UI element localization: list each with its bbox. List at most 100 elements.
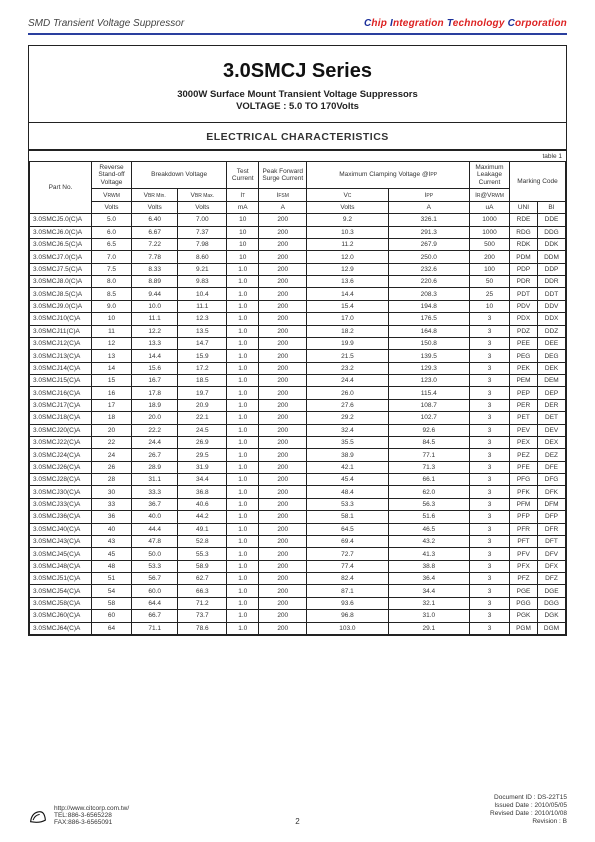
table-cell: 82.4: [307, 573, 388, 585]
table-cell: 200: [259, 523, 307, 535]
table-cell: 3: [470, 424, 510, 436]
table-cell: 11.1: [178, 300, 227, 312]
sym-ifsm: IFSM: [259, 189, 307, 201]
col-part: Part No.: [30, 161, 92, 214]
col-bdv: Breakdown Voltage: [132, 161, 227, 189]
table-cell: 3.0SMCJ12(C)A: [30, 337, 92, 349]
unit-v3: Volts: [178, 201, 227, 213]
table-cell: 326.1: [388, 214, 469, 226]
table-cell: 1.0: [227, 523, 259, 535]
table-cell: 13: [92, 350, 132, 362]
table-cell: 3: [470, 597, 510, 609]
table-cell: 9.83: [178, 276, 227, 288]
table-cell: 22.2: [132, 424, 178, 436]
table-row: 3.0SMCJ60(C)A6066.773.71.020096.831.03PG…: [30, 610, 566, 622]
table-cell: 150.8: [388, 337, 469, 349]
table-row: 3.0SMCJ12(C)A1213.314.71.020019.9150.83P…: [30, 337, 566, 349]
table-cell: 12.3: [178, 313, 227, 325]
table-cell: 6.5: [92, 238, 132, 250]
table-cell: 3: [470, 486, 510, 498]
table-cell: 200: [259, 449, 307, 461]
table-cell: 6.40: [132, 214, 178, 226]
table-cell: 11.2: [307, 238, 388, 250]
table-cell: 14.7: [178, 337, 227, 349]
table-row: 3.0SMCJ16(C)A1617.819.71.020026.0115.43P…: [30, 387, 566, 399]
table-cell: 72.7: [307, 548, 388, 560]
table-cell: 200: [259, 461, 307, 473]
table-cell: 3: [470, 535, 510, 547]
table-cell: 200: [259, 436, 307, 448]
table-cell: PGE: [510, 585, 538, 597]
table-cell: 1.0: [227, 276, 259, 288]
table-cell: 25: [470, 288, 510, 300]
table-cell: 17.2: [178, 362, 227, 374]
table-cell: 1.0: [227, 350, 259, 362]
table-cell: 40.6: [178, 498, 227, 510]
table-cell: 3.0SMCJ26(C)A: [30, 461, 92, 473]
table-cell: 3.0SMCJ48(C)A: [30, 560, 92, 572]
table-cell: 3: [470, 412, 510, 424]
table-cell: 8.5: [92, 288, 132, 300]
table-cell: 3: [470, 474, 510, 486]
table-cell: 92.6: [388, 424, 469, 436]
table-cell: DER: [538, 399, 566, 411]
table-cell: 96.8: [307, 610, 388, 622]
table-cell: 29.2: [307, 412, 388, 424]
table-cell: 200: [259, 560, 307, 572]
table-cell: DET: [538, 412, 566, 424]
table-cell: 3.0SMCJ64(C)A: [30, 622, 92, 634]
table-cell: 1.0: [227, 560, 259, 572]
table-cell: 51.6: [388, 511, 469, 523]
table-cell: 26.9: [178, 436, 227, 448]
table-cell: 220.6: [388, 276, 469, 288]
table-cell: DDP: [538, 263, 566, 275]
unit-ua: uA: [470, 201, 510, 213]
table-cell: 17.8: [132, 387, 178, 399]
table-cell: 20: [92, 424, 132, 436]
subtitle-line1: 3000W Surface Mount Transient Voltage Su…: [39, 89, 556, 101]
table-cell: 3.0SMCJ45(C)A: [30, 548, 92, 560]
table-cell: 15: [92, 375, 132, 387]
table-cell: 200: [259, 535, 307, 547]
table-cell: DEX: [538, 436, 566, 448]
table-cell: DEP: [538, 387, 566, 399]
table-cell: 53.3: [132, 560, 178, 572]
table-cell: 8.89: [132, 276, 178, 288]
unit-v4: Volts: [307, 201, 388, 213]
table-cell: 200: [259, 573, 307, 585]
table-cell: 1000: [470, 226, 510, 238]
table-cell: 1.0: [227, 573, 259, 585]
table-cell: 1.0: [227, 424, 259, 436]
table-cell: 1.0: [227, 300, 259, 312]
table-cell: 19.9: [307, 337, 388, 349]
table-cell: PFK: [510, 486, 538, 498]
section-title: ELECTRICAL CHARACTERISTICS: [29, 122, 566, 151]
table-cell: DEK: [538, 362, 566, 374]
table-cell: 64.4: [132, 597, 178, 609]
table-cell: 3.0SMCJ40(C)A: [30, 523, 92, 535]
table-cell: 200: [259, 597, 307, 609]
table-cell: 32.4: [307, 424, 388, 436]
unit-a2: A: [388, 201, 469, 213]
table-cell: 18.9: [132, 399, 178, 411]
table-row: 3.0SMCJ33(C)A3336.740.61.020053.356.33PF…: [30, 498, 566, 510]
table-cell: 45: [92, 548, 132, 560]
table-cell: PGM: [510, 622, 538, 634]
table-cell: DDX: [538, 313, 566, 325]
table-cell: 3.0SMCJ8.0(C)A: [30, 276, 92, 288]
table-cell: 71.1: [132, 622, 178, 634]
table-cell: 3: [470, 585, 510, 597]
table-cell: 15.4: [307, 300, 388, 312]
table-cell: DFV: [538, 548, 566, 560]
table-cell: 9.2: [307, 214, 388, 226]
table-cell: 24.4: [307, 375, 388, 387]
table-cell: 208.3: [388, 288, 469, 300]
table-row: 3.0SMCJ10(C)A1011.112.31.020017.0176.53P…: [30, 313, 566, 325]
table-cell: 11.1: [132, 313, 178, 325]
table-cell: 200: [259, 263, 307, 275]
table-cell: 3: [470, 548, 510, 560]
table-cell: 34.4: [178, 474, 227, 486]
table-row: 3.0SMCJ17(C)A1718.920.91.020027.6108.73P…: [30, 399, 566, 411]
table-cell: 38.8: [388, 560, 469, 572]
unit-bi: BI: [538, 201, 566, 213]
